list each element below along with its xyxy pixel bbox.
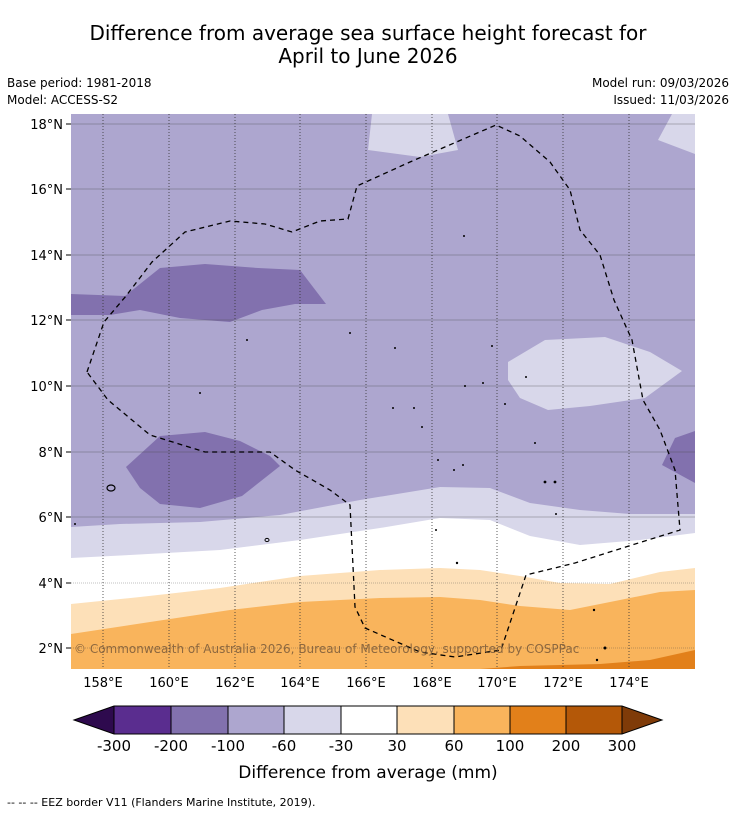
- colorbar-tick-minus200: -200: [154, 737, 188, 755]
- islands: [74, 235, 607, 662]
- lat-label-14n: 14°N: [30, 249, 63, 264]
- lon-label-162e: 162°E: [215, 676, 255, 691]
- lon-label-164e: 164°E: [280, 676, 320, 691]
- lat-label-2n: 2°N: [39, 642, 64, 657]
- base-period: Base period: 1981-2018: [7, 76, 152, 90]
- eez-footnote: -- -- -- EEZ border V11 (Flanders Marine…: [7, 796, 316, 809]
- colorbar-cell-2: [171, 706, 228, 734]
- colorbar-tick-200: 200: [552, 737, 581, 755]
- meridians: [102, 114, 630, 669]
- lat-label-8n: 8°N: [39, 446, 64, 461]
- lon-axis: 158°E 160°E 162°E 164°E 166°E 168°E 170°…: [83, 676, 649, 691]
- colorbar-cell-8: [510, 706, 566, 734]
- colorbar-ticks: -300 -200 -100 -60 -30 30 60 100 200 300: [97, 737, 636, 755]
- anomaly-band-100-200: [480, 650, 695, 669]
- meta-right: Model run: 09/03/2026 Issued: 11/03/2026: [592, 75, 729, 109]
- map-area: © Commonwealth of Australia 2026, Bureau…: [71, 114, 695, 669]
- lat-label-6n: 6°N: [39, 511, 64, 526]
- colorbar-cell-9: [566, 706, 622, 734]
- model-name: Model: ACCESS-S2: [7, 93, 119, 107]
- lat-label-16n: 16°N: [30, 183, 63, 198]
- issued-date: Issued: 11/03/2026: [613, 93, 729, 107]
- lat-label-18n: 18°N: [30, 118, 63, 133]
- chart-title: Difference from average sea surface heig…: [0, 22, 736, 68]
- lat-label-4n: 4°N: [39, 577, 64, 592]
- title-line-1: Difference from average sea surface heig…: [89, 21, 647, 45]
- colorbar-tick-minus60: -60: [272, 737, 297, 755]
- anomaly-patch-north-dark: [71, 264, 326, 322]
- lon-label-174e: 174°E: [609, 676, 649, 691]
- colorbar-extend-high: [622, 706, 662, 734]
- lat-axis: 18°N 16°N 14°N 12°N 10°N 8°N 6°N 4°N 2°N: [30, 118, 63, 657]
- colorbar-tick-minus100: -100: [211, 737, 245, 755]
- anomaly-patch-top-right: [658, 114, 695, 154]
- model-run: Model run: 09/03/2026: [591, 76, 729, 90]
- colorbar-cell-1: [114, 706, 171, 734]
- colorbar-label: Difference from average (mm): [238, 763, 497, 783]
- lon-label-160e: 160°E: [149, 676, 189, 691]
- colorbar-tick-30: 30: [387, 737, 406, 755]
- colorbar-tick-100: 100: [496, 737, 525, 755]
- anomaly-patch-south-dark: [126, 432, 280, 508]
- lon-label-158e: 158°E: [83, 676, 123, 691]
- eez-border: [86, 124, 681, 658]
- colorbar-cell-5: [341, 706, 397, 734]
- lon-label-172e: 172°E: [543, 676, 583, 691]
- anomaly-patch-east-dark: [662, 431, 695, 483]
- colorbar-cell-7: [454, 706, 510, 734]
- lon-label-168e: 168°E: [412, 676, 452, 691]
- lat-ticks: [66, 123, 71, 649]
- title-line-2: April to June 2026: [278, 44, 458, 68]
- lat-label-10n: 10°N: [30, 380, 63, 395]
- colorbar-tick-300: 300: [608, 737, 637, 755]
- lon-label-170e: 170°E: [477, 676, 517, 691]
- anomaly-band-60-100: [71, 590, 695, 669]
- lon-label-166e: 166°E: [346, 676, 386, 691]
- lat-label-12n: 12°N: [30, 314, 63, 329]
- copyright-watermark: © Commonwealth of Australia 2026, Bureau…: [74, 642, 579, 656]
- colorbar: -300 -200 -100 -60 -30 30 60 100 200 300…: [72, 705, 664, 783]
- anomaly-patch-east: [508, 337, 682, 410]
- meta-left: Base period: 1981-2018 Model: ACCESS-S2: [7, 75, 152, 109]
- colorbar-tick-60: 60: [444, 737, 463, 755]
- colorbar-tick-minus300: -300: [97, 737, 131, 755]
- colorbar-tick-minus30: -30: [329, 737, 354, 755]
- colorbar-cell-3: [228, 706, 284, 734]
- gridlines: [71, 123, 695, 649]
- colorbar-cell-6: [397, 706, 454, 734]
- anomaly-patch-top-left: [368, 114, 458, 157]
- colorbar-extend-low: [74, 706, 114, 734]
- colorbar-cell-4: [284, 706, 341, 734]
